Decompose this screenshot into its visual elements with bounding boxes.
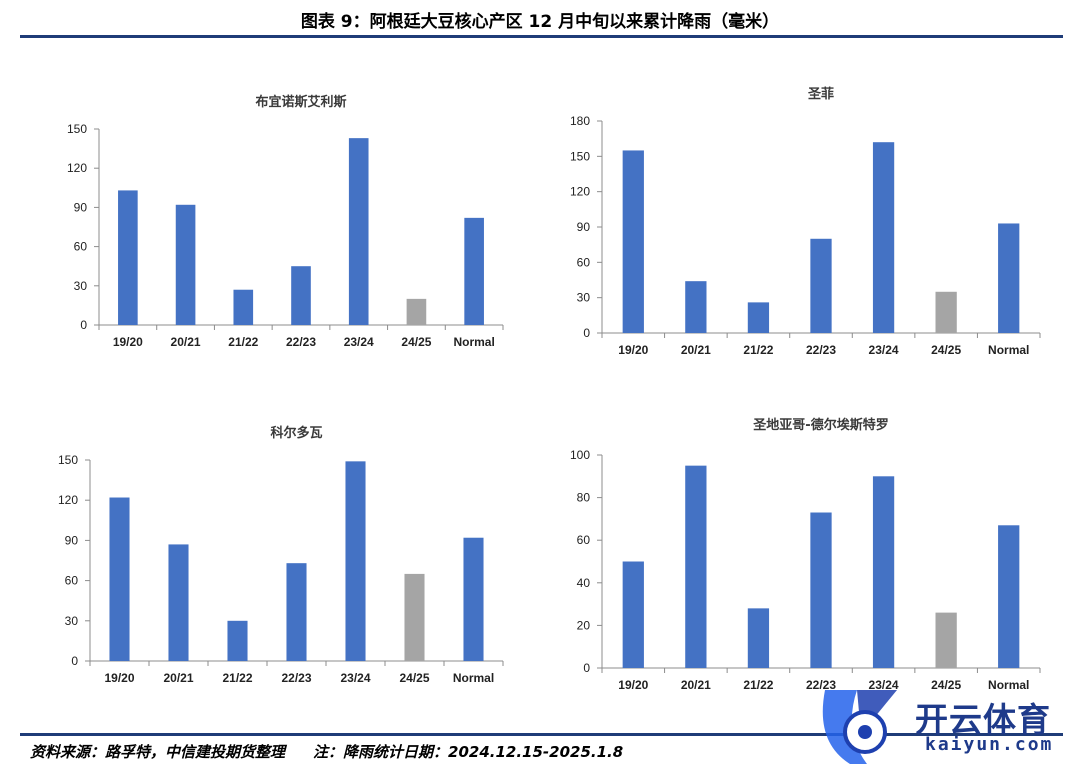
watermark-text: 开云体育 <box>915 700 1051 739</box>
x-tick-label: 20/21 <box>681 678 711 692</box>
x-tick-label: Normal <box>988 343 1029 357</box>
y-tick-label: 120 <box>58 493 78 507</box>
bar-24-25 <box>406 298 427 325</box>
date-note: 注：降雨统计日期：2024.12.15-2025.1.8 <box>313 743 624 761</box>
bar-21-22 <box>747 302 770 333</box>
x-tick-label: 21/22 <box>743 343 773 357</box>
bar-23-24 <box>345 461 366 661</box>
y-tick-label: 90 <box>577 220 591 234</box>
bar-20-21 <box>685 465 707 668</box>
x-tick-label: 23/24 <box>869 343 899 357</box>
x-tick-label: 24/25 <box>931 678 961 692</box>
x-tick-label: 19/20 <box>618 678 648 692</box>
bar-20-21 <box>168 544 189 661</box>
x-tick-label: 21/22 <box>222 671 252 685</box>
x-tick-label: 21/22 <box>743 678 773 692</box>
x-tick-label: 24/25 <box>931 343 961 357</box>
x-tick-label: 20/21 <box>681 343 711 357</box>
x-tick-label: 23/24 <box>869 678 899 692</box>
bar-21-22 <box>747 608 770 668</box>
bar-19-20 <box>118 190 138 325</box>
bar-normal <box>464 217 484 325</box>
watermark-subtext: kaiyun.com <box>925 734 1054 755</box>
y-tick-label: 120 <box>570 185 590 199</box>
x-tick-label: 19/20 <box>618 343 648 357</box>
bar-22-23 <box>286 563 307 661</box>
bar-normal <box>998 223 1020 333</box>
x-tick-label: 23/24 <box>340 671 370 685</box>
bottom-divider <box>20 733 1063 736</box>
y-tick-label: 30 <box>577 291 591 305</box>
x-tick-label: 19/20 <box>113 335 143 349</box>
bar-19-20 <box>109 497 130 661</box>
x-tick-label: 20/21 <box>163 671 193 685</box>
x-tick-label: 24/25 <box>399 671 429 685</box>
y-tick-label: 0 <box>80 318 87 332</box>
chart-title: 圣地亚哥-德尔埃斯特罗 <box>753 417 888 433</box>
bar-19-20 <box>622 150 644 333</box>
x-tick-label: Normal <box>453 671 494 685</box>
y-tick-label: 180 <box>570 114 590 128</box>
bar-23-24 <box>348 138 369 325</box>
x-tick-label: 24/25 <box>401 335 431 349</box>
bar-21-22 <box>227 620 248 661</box>
bar-23-24 <box>872 476 895 668</box>
x-tick-label: 23/24 <box>344 335 374 349</box>
y-tick-label: 0 <box>71 654 78 668</box>
bar-20-21 <box>175 204 196 325</box>
x-tick-label: Normal <box>988 678 1029 692</box>
bar-24-25 <box>935 612 957 668</box>
bar-22-23 <box>810 238 832 333</box>
y-tick-label: 0 <box>583 661 590 675</box>
y-tick-label: 60 <box>65 574 79 588</box>
bar-24-25 <box>404 573 425 661</box>
bar-19-20 <box>622 561 644 668</box>
bar-normal <box>998 525 1020 668</box>
y-tick-label: 90 <box>65 533 79 547</box>
y-tick-label: 30 <box>65 614 79 628</box>
y-tick-label: 150 <box>67 122 87 136</box>
y-tick-label: 30 <box>74 279 88 293</box>
x-tick-label: 20/21 <box>171 335 201 349</box>
y-tick-label: 90 <box>74 200 88 214</box>
x-tick-label: Normal <box>453 335 494 349</box>
x-tick-label: 22/23 <box>286 335 316 349</box>
chart-title: 圣菲 <box>808 86 834 102</box>
chart-title: 布宜诺斯艾利斯 <box>255 94 346 110</box>
y-tick-label: 60 <box>577 533 591 547</box>
y-tick-label: 0 <box>583 326 590 340</box>
y-tick-label: 60 <box>74 240 88 254</box>
y-tick-label: 60 <box>577 255 591 269</box>
y-tick-label: 150 <box>570 149 590 163</box>
y-tick-label: 20 <box>577 618 591 632</box>
bar-22-23 <box>291 266 311 325</box>
bar-21-22 <box>233 289 254 325</box>
y-tick-label: 100 <box>570 448 590 462</box>
x-tick-label: 19/20 <box>104 671 134 685</box>
watermark-logo-icon <box>822 690 897 764</box>
bar-normal <box>463 537 484 661</box>
y-tick-label: 150 <box>58 453 78 467</box>
y-tick-label: 80 <box>577 491 591 505</box>
x-tick-label: 22/23 <box>806 678 836 692</box>
y-tick-label: 120 <box>67 161 87 175</box>
bar-24-25 <box>935 291 957 333</box>
x-tick-label: 22/23 <box>281 671 311 685</box>
page-title: 图表 9：阿根廷大豆核心产区 12 月中旬以来累计降雨（毫米） <box>300 12 780 32</box>
x-tick-label: 22/23 <box>806 343 836 357</box>
y-tick-label: 40 <box>577 576 591 590</box>
x-tick-label: 21/22 <box>228 335 258 349</box>
chart-title: 科尔多瓦 <box>270 425 322 441</box>
footer: 资料来源：路孚特，中信建投期货整理 注：降雨统计日期：2024.12.15-202… <box>30 741 623 762</box>
top-divider <box>20 35 1063 38</box>
source-note: 资料来源：路孚特，中信建投期货整理 <box>30 743 286 761</box>
bar-22-23 <box>810 512 832 668</box>
bar-23-24 <box>872 142 895 333</box>
bar-20-21 <box>685 281 707 333</box>
